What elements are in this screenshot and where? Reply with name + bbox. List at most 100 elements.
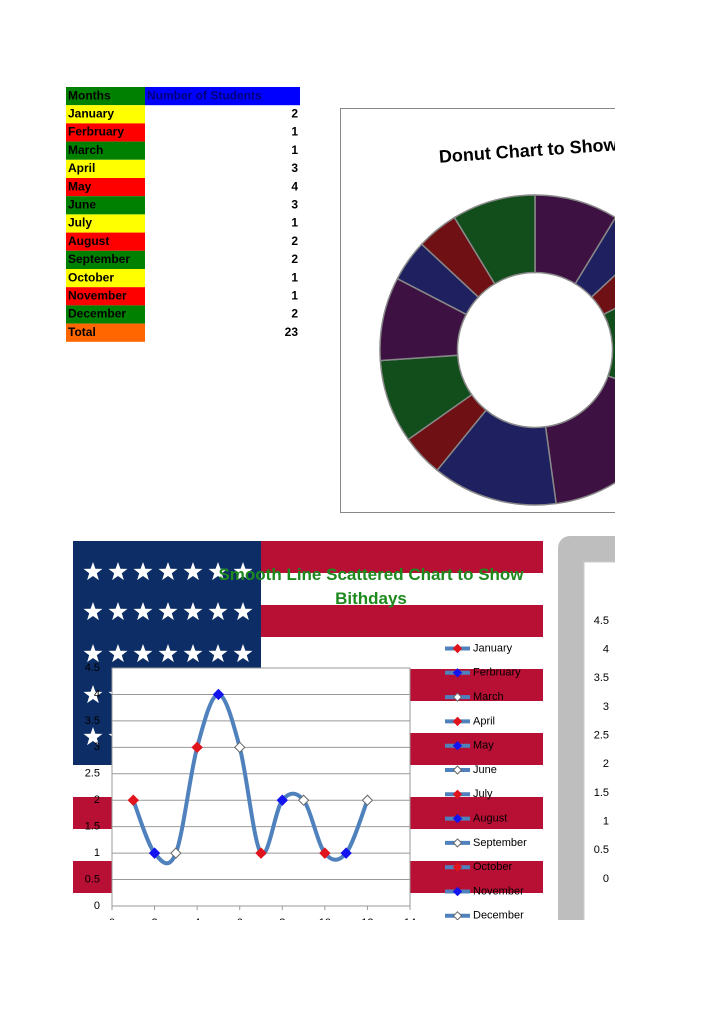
legend-marker (452, 911, 463, 920)
y-tick-label: 3 (603, 701, 609, 713)
header-text: Number of Students (147, 88, 262, 102)
flag-star (158, 602, 178, 621)
legend-marker (452, 886, 463, 897)
month-text: November (68, 288, 127, 302)
legend-marker (452, 643, 463, 654)
flag-star (208, 644, 228, 663)
chart-frame (583, 561, 615, 920)
title-box: Smooth Line Scattered Chart to Show Bith… (218, 565, 524, 608)
x-tick-label: 8 (279, 917, 285, 929)
legend-label: January (473, 642, 513, 654)
flag-star (133, 562, 153, 581)
count-text: 2 (291, 106, 298, 120)
data-point (148, 847, 161, 859)
legend-label: June (473, 764, 497, 776)
month-text: January (68, 106, 114, 120)
month-text: September (68, 252, 130, 266)
y-tick-label: 0.5 (594, 844, 609, 856)
count-text: 3 (291, 161, 298, 175)
legend-label: December (473, 910, 524, 922)
scatter-chart: Smooth Line Scattered Chart to Show Bith… (73, 541, 543, 929)
chart-title: Smooth Line Scattered Chart to Show Bith… (218, 565, 524, 608)
total-cell (66, 323, 145, 342)
data-point (127, 794, 139, 806)
flag-star (233, 602, 253, 621)
y-tick-label: 0.5 (85, 873, 100, 885)
y-tick-label: 4.5 (85, 662, 100, 674)
count-text: 1 (291, 270, 298, 284)
flag-star (208, 562, 228, 581)
legend-label: Ferbruary (473, 667, 521, 679)
x-tick-label: 12 (361, 917, 373, 929)
donut-slice (574, 217, 615, 299)
y-tick-label: 2 (603, 758, 609, 770)
count-text: 4 (291, 179, 298, 193)
month-cell (66, 287, 145, 306)
flag-star (233, 644, 253, 663)
legend-label: May (473, 740, 494, 752)
legend-label: March (473, 691, 504, 703)
y-tick-label: 3 (94, 741, 100, 753)
data-point (361, 794, 374, 806)
y-tick-label: 1 (603, 816, 609, 828)
legend-marker (452, 838, 463, 848)
count-text: 1 (291, 125, 298, 139)
y-tick-label: 1.5 (594, 787, 609, 799)
data-point (212, 688, 225, 701)
legend-marker (452, 862, 463, 872)
data-point (297, 794, 310, 806)
y-tick-label: 1 (94, 847, 100, 859)
third-chart: 0 0.5 1 1.5 2 2.5 3 3.5 4 4.5 (558, 536, 615, 920)
y-tick-label: 0 (603, 873, 609, 885)
y-tick-label: 4.5 (594, 615, 609, 627)
month-cell (66, 196, 145, 215)
month-cell (66, 269, 145, 288)
x-tick-label: 14 (404, 917, 416, 929)
legend-label: July (473, 788, 493, 800)
legend-marker (452, 716, 463, 727)
flag-star (183, 644, 203, 663)
x-tick-label: 4 (194, 917, 200, 929)
y-tick-label: 2.5 (85, 768, 100, 780)
donut-slice (590, 274, 615, 316)
legend-label: August (473, 813, 507, 825)
month-cell (66, 178, 145, 197)
legend-label: October (473, 861, 512, 873)
month-cell (66, 250, 145, 269)
plot-area (111, 667, 411, 907)
total-label: Total (68, 325, 96, 339)
count-text: 2 (291, 307, 298, 321)
data-point (340, 847, 352, 859)
legend-marker (452, 740, 463, 751)
y-tick-label: 4 (94, 688, 100, 700)
month-cell (66, 159, 145, 178)
month-cell (66, 141, 145, 160)
header-text: Months (68, 88, 111, 102)
header-cell (66, 87, 145, 106)
month-text: April (68, 161, 95, 175)
month-cell (66, 123, 145, 142)
flag-star (83, 727, 103, 746)
flag-star (183, 602, 203, 621)
donut-slice (534, 194, 615, 285)
legend-marker (452, 813, 463, 824)
legend-marker (452, 668, 463, 678)
x-tick-label: 6 (237, 917, 243, 929)
donut-slice (544, 374, 615, 505)
donut-chart: Donut Chart to Show (340, 108, 615, 513)
flag-star (133, 602, 153, 621)
y-tick-label: 4 (603, 644, 609, 656)
data-point (319, 847, 331, 859)
legend-label: November (473, 885, 524, 897)
flag-star (108, 644, 128, 663)
flag-star (83, 562, 103, 581)
count-text: 1 (291, 216, 298, 230)
y-tick-label: 1.5 (85, 821, 100, 833)
month-text: May (68, 179, 92, 193)
data-point (191, 741, 203, 754)
flag-star (83, 644, 103, 663)
count-text: 1 (291, 288, 298, 302)
legend-label: September (473, 837, 527, 849)
